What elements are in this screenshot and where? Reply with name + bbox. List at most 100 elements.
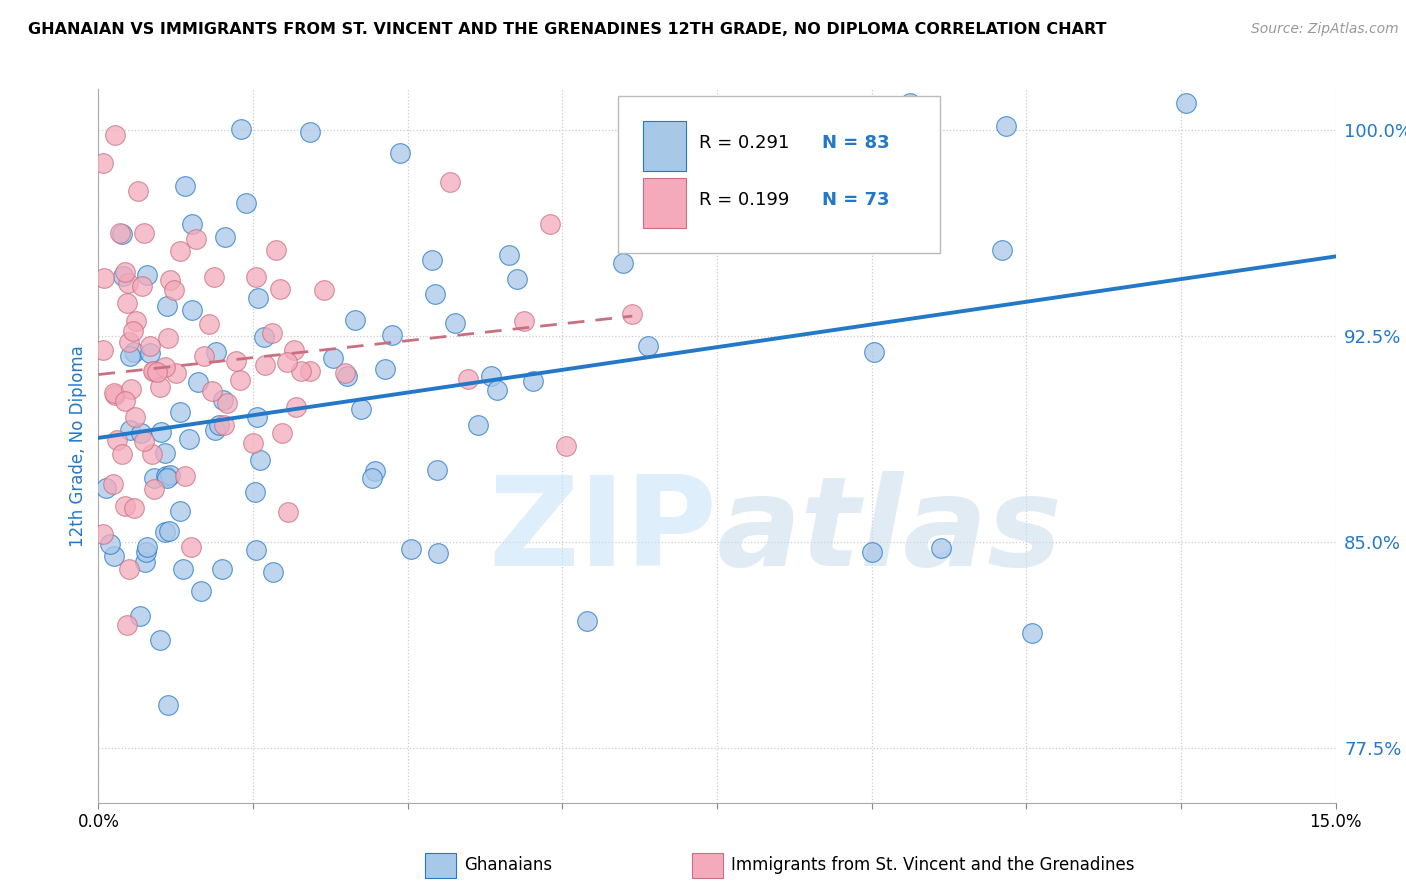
Point: [860, 545, 883, 559]
Point: [114, 265, 136, 279]
Text: R = 0.199: R = 0.199: [699, 191, 789, 209]
Point: [513, 314, 536, 328]
Point: [270, 425, 292, 440]
Point: [100, 537, 122, 551]
Point: [1174, 95, 1197, 110]
Point: [143, 482, 166, 496]
Point: [576, 614, 599, 628]
Point: [246, 292, 269, 306]
Text: ZIP: ZIP: [488, 471, 717, 592]
Point: [181, 217, 204, 231]
Point: [120, 349, 142, 363]
Y-axis label: 12th Grade, No Diploma: 12th Grade, No Diploma: [69, 345, 87, 547]
Point: [269, 282, 291, 296]
Point: [122, 324, 145, 338]
Text: N = 73: N = 73: [823, 191, 890, 209]
Point: [91, 156, 114, 170]
Point: [381, 327, 404, 342]
Point: [254, 358, 277, 372]
Point: [361, 471, 384, 485]
Point: [157, 524, 180, 538]
Point: [399, 541, 422, 556]
Point: [467, 418, 489, 433]
Point: [153, 446, 176, 460]
Point: [184, 232, 207, 246]
Point: [91, 343, 114, 357]
Point: [212, 417, 235, 432]
Point: [215, 396, 238, 410]
Point: [637, 338, 659, 352]
Point: [479, 369, 502, 384]
Point: [298, 125, 321, 139]
Point: [344, 312, 367, 326]
Point: [190, 584, 212, 599]
Point: [114, 500, 136, 514]
Point: [350, 402, 373, 417]
Point: [314, 283, 336, 297]
Point: [108, 227, 131, 241]
Point: [177, 432, 200, 446]
Point: [174, 468, 197, 483]
Point: [202, 270, 225, 285]
Point: [111, 227, 134, 242]
Point: [115, 295, 138, 310]
Point: [439, 175, 461, 189]
Point: [155, 524, 177, 539]
Point: [169, 503, 191, 517]
Point: [118, 334, 141, 349]
Text: atlas: atlas: [717, 471, 1063, 592]
Point: [131, 279, 153, 293]
Point: [101, 477, 124, 491]
Point: [149, 379, 172, 393]
Point: [621, 307, 644, 321]
Text: Source: ZipAtlas.com: Source: ZipAtlas.com: [1251, 22, 1399, 37]
Point: [243, 485, 266, 500]
Point: [246, 409, 269, 424]
Point: [180, 541, 202, 555]
Point: [104, 388, 127, 402]
Point: [277, 505, 299, 519]
Point: [245, 543, 267, 558]
Point: [285, 400, 308, 414]
Point: [156, 470, 179, 484]
Point: [522, 374, 544, 388]
Point: [197, 318, 219, 332]
Point: [187, 376, 209, 390]
Point: [991, 243, 1014, 257]
Text: Ghanaians: Ghanaians: [464, 856, 553, 874]
Point: [181, 302, 204, 317]
Point: [612, 256, 634, 270]
Point: [498, 248, 520, 262]
Text: R = 0.291: R = 0.291: [699, 134, 789, 152]
Point: [125, 314, 148, 328]
Point: [423, 287, 446, 301]
Text: GHANAIAN VS IMMIGRANTS FROM ST. VINCENT AND THE GRENADINES 12TH GRADE, NO DIPLOM: GHANAIAN VS IMMIGRANTS FROM ST. VINCENT …: [28, 22, 1107, 37]
Point: [540, 217, 562, 231]
Point: [120, 423, 142, 437]
Point: [253, 330, 276, 344]
Point: [124, 409, 146, 424]
Point: [120, 382, 142, 396]
Point: [143, 471, 166, 485]
Point: [117, 276, 139, 290]
Point: [163, 283, 186, 297]
Point: [235, 195, 257, 210]
Point: [242, 436, 264, 450]
Point: [322, 351, 344, 365]
Point: [146, 365, 169, 379]
Text: N = 83: N = 83: [823, 134, 890, 152]
Point: [134, 555, 156, 569]
Point: [245, 269, 267, 284]
Point: [201, 384, 224, 399]
Point: [994, 119, 1017, 133]
Point: [131, 425, 153, 440]
Point: [129, 608, 152, 623]
Point: [112, 268, 135, 283]
Point: [389, 145, 412, 160]
Point: [94, 481, 117, 495]
Point: [134, 226, 156, 240]
Point: [231, 122, 253, 136]
Point: [485, 383, 508, 397]
Point: [159, 273, 181, 287]
Point: [1021, 626, 1043, 640]
